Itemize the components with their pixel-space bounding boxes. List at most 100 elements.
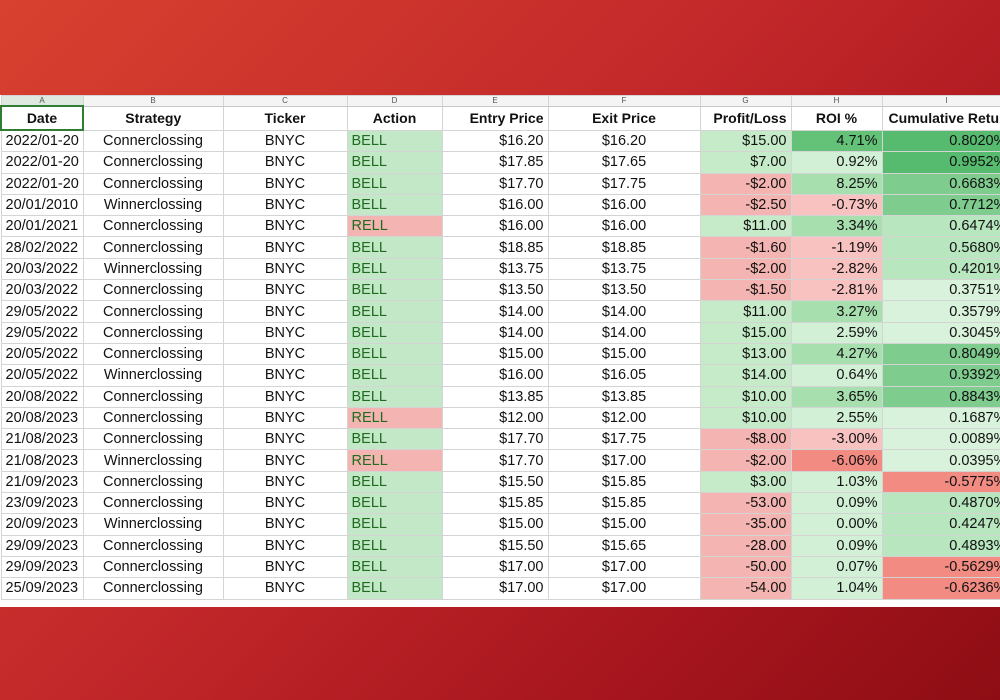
- strategy-cell[interactable]: Connerclossing: [82, 577, 224, 600]
- cumulative-return-cell[interactable]: 0.4201%: [881, 257, 1000, 281]
- profit-loss-cell[interactable]: -$1.60: [699, 236, 792, 259]
- ticker-cell[interactable]: BNYC: [222, 406, 348, 430]
- action-cell[interactable]: BELL: [346, 172, 443, 195]
- profit-loss-cell[interactable]: $15.00: [699, 321, 792, 344]
- ticker-cell[interactable]: BNYC: [222, 215, 348, 238]
- cumulative-return-cell[interactable]: 0.4893%: [881, 534, 1000, 557]
- exit-price-cell[interactable]: $16.00: [547, 193, 701, 217]
- ticker-cell[interactable]: BNYC: [222, 364, 348, 387]
- column-letter-b[interactable]: B: [82, 95, 224, 107]
- ticker-cell[interactable]: BNYC: [222, 428, 348, 451]
- exit-price-cell[interactable]: $18.85: [547, 236, 701, 259]
- exit-price-cell[interactable]: $13.75: [547, 257, 701, 281]
- ticker-cell[interactable]: BNYC: [222, 321, 348, 344]
- ticker-cell[interactable]: BNYC: [222, 151, 348, 174]
- profit-loss-cell[interactable]: $11.00: [699, 300, 792, 323]
- spreadsheet[interactable]: A B C D E F G H I Date Strategy Ticker A…: [0, 95, 1000, 607]
- roi-cell[interactable]: 1.03%: [790, 470, 883, 494]
- cumulative-return-cell[interactable]: 0.7712%: [881, 193, 1000, 217]
- roi-cell[interactable]: -1.19%: [790, 236, 883, 259]
- exit-price-cell[interactable]: $17.65: [547, 151, 701, 174]
- date-cell[interactable]: 25/09/2023: [0, 577, 84, 600]
- exit-price-cell[interactable]: $15.85: [547, 492, 701, 515]
- entry-price-cell[interactable]: $18.85: [441, 236, 549, 259]
- profit-loss-cell[interactable]: -35.00: [699, 513, 792, 536]
- strategy-cell[interactable]: Connerclossing: [82, 406, 224, 430]
- date-cell[interactable]: 20/01/2010: [0, 193, 84, 217]
- ticker-cell[interactable]: BNYC: [222, 513, 348, 536]
- action-cell[interactable]: BELL: [346, 513, 443, 536]
- strategy-cell[interactable]: Connerclossing: [82, 321, 224, 344]
- strategy-cell[interactable]: Connerclossing: [82, 428, 224, 451]
- strategy-cell[interactable]: Connerclossing: [82, 279, 224, 302]
- cumulative-return-cell[interactable]: -0.5629%: [881, 555, 1000, 579]
- header-date-cell[interactable]: Date: [0, 105, 84, 131]
- ticker-cell[interactable]: BNYC: [222, 470, 348, 494]
- exit-price-cell[interactable]: $17.00: [547, 449, 701, 472]
- action-cell[interactable]: BELL: [346, 257, 443, 281]
- header-exit-price-cell[interactable]: Exit Price: [547, 105, 701, 131]
- action-cell[interactable]: RELL: [346, 406, 443, 430]
- ticker-cell[interactable]: BNYC: [222, 300, 348, 323]
- date-cell[interactable]: 2022/01-20: [0, 151, 84, 174]
- cumulative-return-cell[interactable]: 0.4247%: [881, 513, 1000, 536]
- date-cell[interactable]: 29/05/2022: [0, 300, 84, 323]
- date-cell[interactable]: 2022/01-20: [0, 129, 84, 153]
- action-cell[interactable]: BELL: [346, 385, 443, 408]
- cumulative-return-cell[interactable]: -0.5775%: [881, 470, 1000, 494]
- date-cell[interactable]: 21/09/2023: [0, 470, 84, 494]
- header-action-cell[interactable]: Action: [346, 105, 443, 131]
- date-cell[interactable]: 21/08/2023: [0, 449, 84, 472]
- strategy-cell[interactable]: Connerclossing: [82, 555, 224, 579]
- action-cell[interactable]: BELL: [346, 300, 443, 323]
- profit-loss-cell[interactable]: -53.00: [699, 492, 792, 515]
- roi-cell[interactable]: 0.00%: [790, 513, 883, 536]
- header-entry-price-cell[interactable]: Entry Price: [441, 105, 549, 131]
- exit-price-cell[interactable]: $17.00: [547, 555, 701, 579]
- action-cell[interactable]: BELL: [346, 151, 443, 174]
- header-strategy-cell[interactable]: Strategy: [82, 105, 224, 131]
- entry-price-cell[interactable]: $17.00: [441, 555, 549, 579]
- entry-price-cell[interactable]: $12.00: [441, 406, 549, 430]
- action-cell[interactable]: BELL: [346, 470, 443, 494]
- profit-loss-cell[interactable]: -$8.00: [699, 428, 792, 451]
- exit-price-cell[interactable]: $14.00: [547, 300, 701, 323]
- header-ticker-cell[interactable]: Ticker: [222, 105, 348, 131]
- header-profit-loss-cell[interactable]: Profit/Loss: [699, 105, 792, 131]
- column-letter-i[interactable]: I: [881, 95, 1000, 107]
- ticker-cell[interactable]: BNYC: [222, 129, 348, 153]
- strategy-cell[interactable]: Connerclossing: [82, 151, 224, 174]
- roi-cell[interactable]: 1.04%: [790, 577, 883, 600]
- roi-cell[interactable]: 4.27%: [790, 342, 883, 366]
- roi-cell[interactable]: 3.34%: [790, 215, 883, 238]
- entry-price-cell[interactable]: $16.20: [441, 129, 549, 153]
- column-letter-c[interactable]: C: [222, 95, 348, 107]
- ticker-cell[interactable]: BNYC: [222, 236, 348, 259]
- profit-loss-cell[interactable]: $13.00: [699, 342, 792, 366]
- entry-price-cell[interactable]: $13.75: [441, 257, 549, 281]
- entry-price-cell[interactable]: $16.00: [441, 193, 549, 217]
- profit-loss-cell[interactable]: -50.00: [699, 555, 792, 579]
- cumulative-return-cell[interactable]: 0.3045%: [881, 321, 1000, 344]
- profit-loss-cell[interactable]: -$2.50: [699, 193, 792, 217]
- profit-loss-cell[interactable]: $10.00: [699, 406, 792, 430]
- date-cell[interactable]: 23/09/2023: [0, 492, 84, 515]
- exit-price-cell[interactable]: $16.00: [547, 215, 701, 238]
- header-cumulative-return-cell[interactable]: Cumulative Retur: [881, 105, 1000, 131]
- strategy-cell[interactable]: Winnerclossing: [82, 193, 224, 217]
- cumulative-return-cell[interactable]: 0.6683%: [881, 172, 1000, 195]
- entry-price-cell[interactable]: $14.00: [441, 321, 549, 344]
- ticker-cell[interactable]: BNYC: [222, 385, 348, 408]
- strategy-cell[interactable]: Connerclossing: [82, 385, 224, 408]
- entry-price-cell[interactable]: $15.00: [441, 342, 549, 366]
- strategy-cell[interactable]: Connerclossing: [82, 172, 224, 195]
- cumulative-return-cell[interactable]: 0.5680%: [881, 236, 1000, 259]
- column-letter-a[interactable]: A: [0, 95, 84, 107]
- ticker-cell[interactable]: BNYC: [222, 449, 348, 472]
- action-cell[interactable]: BELL: [346, 428, 443, 451]
- roi-cell[interactable]: -2.81%: [790, 279, 883, 302]
- strategy-cell[interactable]: Winnerclossing: [82, 449, 224, 472]
- cumulative-return-cell[interactable]: 0.6474%: [881, 215, 1000, 238]
- roi-cell[interactable]: 2.59%: [790, 321, 883, 344]
- exit-price-cell[interactable]: $17.00: [547, 577, 701, 600]
